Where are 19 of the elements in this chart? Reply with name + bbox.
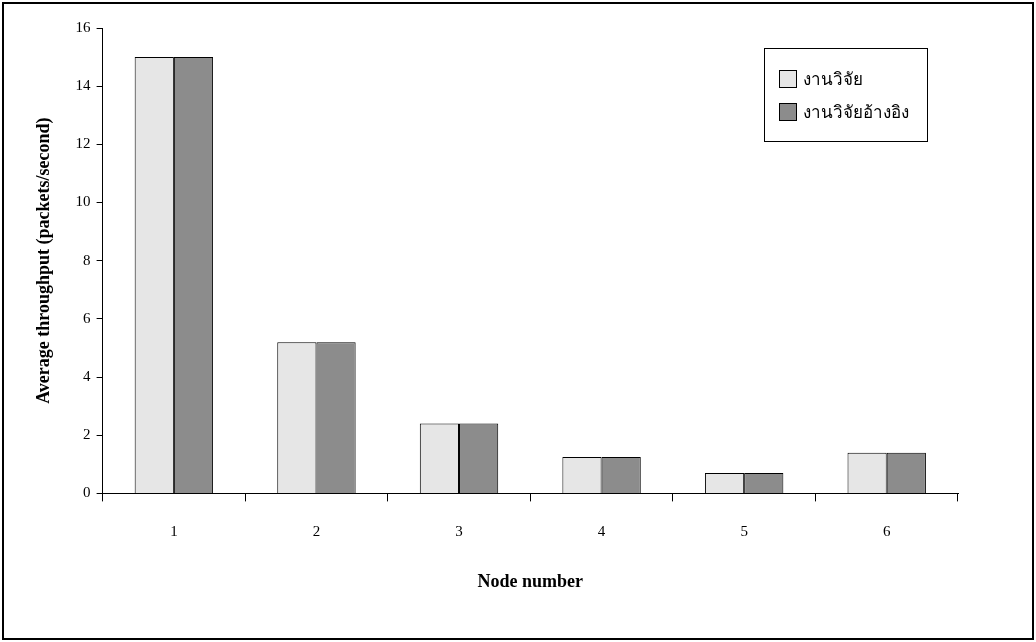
y-tick-label: 14 [75, 77, 92, 94]
y-tick-label: 16 [75, 18, 92, 35]
y-tick-label: 10 [75, 193, 91, 210]
x-tick-label: 3 [455, 523, 463, 540]
x-tick-label: 4 [597, 523, 606, 540]
y-tick-label: 8 [83, 251, 91, 268]
x-tick-label: 5 [740, 523, 748, 540]
x-tick-label: 2 [312, 523, 321, 540]
y-tick-label: 2 [83, 426, 91, 443]
x-tick-label: 6 [882, 523, 891, 540]
y-tick-label: 6 [83, 309, 92, 326]
legend-label: งานวิจัย [803, 68, 863, 91]
y-tick-label: 4 [83, 367, 92, 384]
y-axis-title: Average throughput (packets/second) [33, 117, 55, 404]
x-axis-title: Node number [477, 570, 584, 591]
y-tick-label: 0 [83, 484, 91, 501]
y-tick-label: 12 [75, 135, 91, 152]
legend-label: งานวิจัยอ้างอิง [803, 101, 909, 124]
x-tick-label: 1 [170, 523, 178, 540]
